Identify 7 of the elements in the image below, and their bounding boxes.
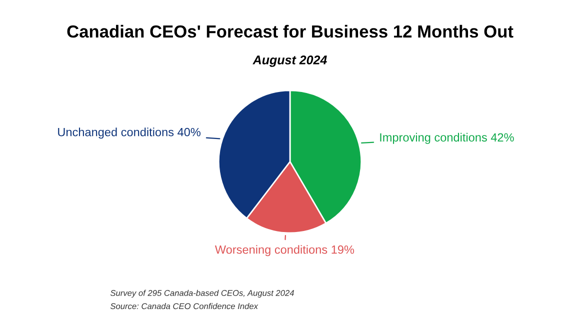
slice-label: Unchanged conditions 40% [58, 128, 200, 139]
chart-subtitle: August 2024 [252, 56, 327, 67]
chart-title: Canadian CEOs' Forecast for Business 12 Months Out [67, 24, 514, 38]
source-note: Source: Canada CEO Confidence Index [110, 303, 258, 310]
text: Survey of 295 Canada-based CEOs, August 2024 [110, 290, 294, 298]
slice-label: Improving conditions 42% [380, 132, 514, 144]
slice-label: Worsening conditions 19% [214, 245, 354, 256]
